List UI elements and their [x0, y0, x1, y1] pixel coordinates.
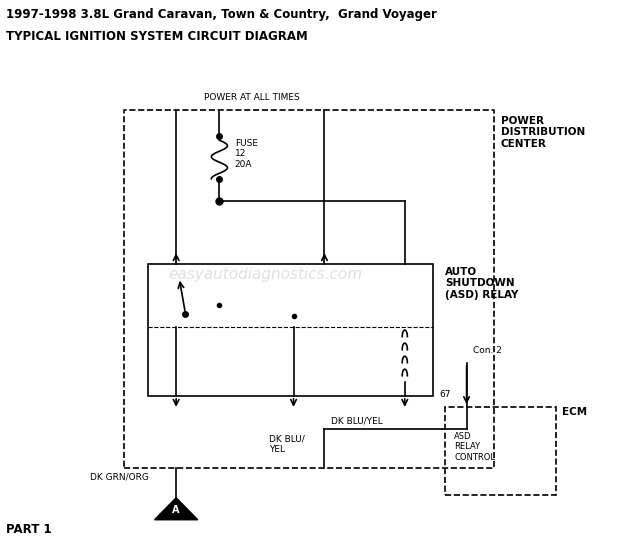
- Text: Con. 2: Con. 2: [473, 346, 502, 355]
- Bar: [124, 110, 494, 467]
- Text: A: A: [172, 505, 180, 515]
- Text: POWER
DISTRIBUTION
CENTER: POWER DISTRIBUTION CENTER: [501, 116, 585, 148]
- Text: 1997-1998 3.8L Grand Caravan, Town & Country,  Grand Voyager: 1997-1998 3.8L Grand Caravan, Town & Cou…: [6, 8, 437, 21]
- Text: easyautodiagnostics.com: easyautodiagnostics.com: [169, 267, 363, 283]
- Text: ASD
RELAY
CONTROL: ASD RELAY CONTROL: [454, 432, 495, 461]
- Text: POWER AT ALL TIMES: POWER AT ALL TIMES: [204, 93, 300, 102]
- Text: 67: 67: [439, 390, 451, 399]
- Polygon shape: [154, 498, 198, 520]
- Text: FUSE
12
20A: FUSE 12 20A: [235, 139, 258, 169]
- Text: ECM: ECM: [562, 407, 588, 417]
- Text: DK BLU/
YEL: DK BLU/ YEL: [269, 434, 305, 454]
- Text: DK BLU/YEL: DK BLU/YEL: [331, 416, 383, 425]
- Text: AUTO
SHUTDOWN
(ASD) RELAY: AUTO SHUTDOWN (ASD) RELAY: [445, 267, 519, 300]
- Text: DK GRN/ORG: DK GRN/ORG: [90, 472, 148, 482]
- Text: TYPICAL IGNITION SYSTEM CIRCUIT DIAGRAM: TYPICAL IGNITION SYSTEM CIRCUIT DIAGRAM: [6, 30, 308, 43]
- Text: PART 1: PART 1: [6, 523, 52, 536]
- Bar: [445, 407, 556, 495]
- Bar: [148, 264, 433, 396]
